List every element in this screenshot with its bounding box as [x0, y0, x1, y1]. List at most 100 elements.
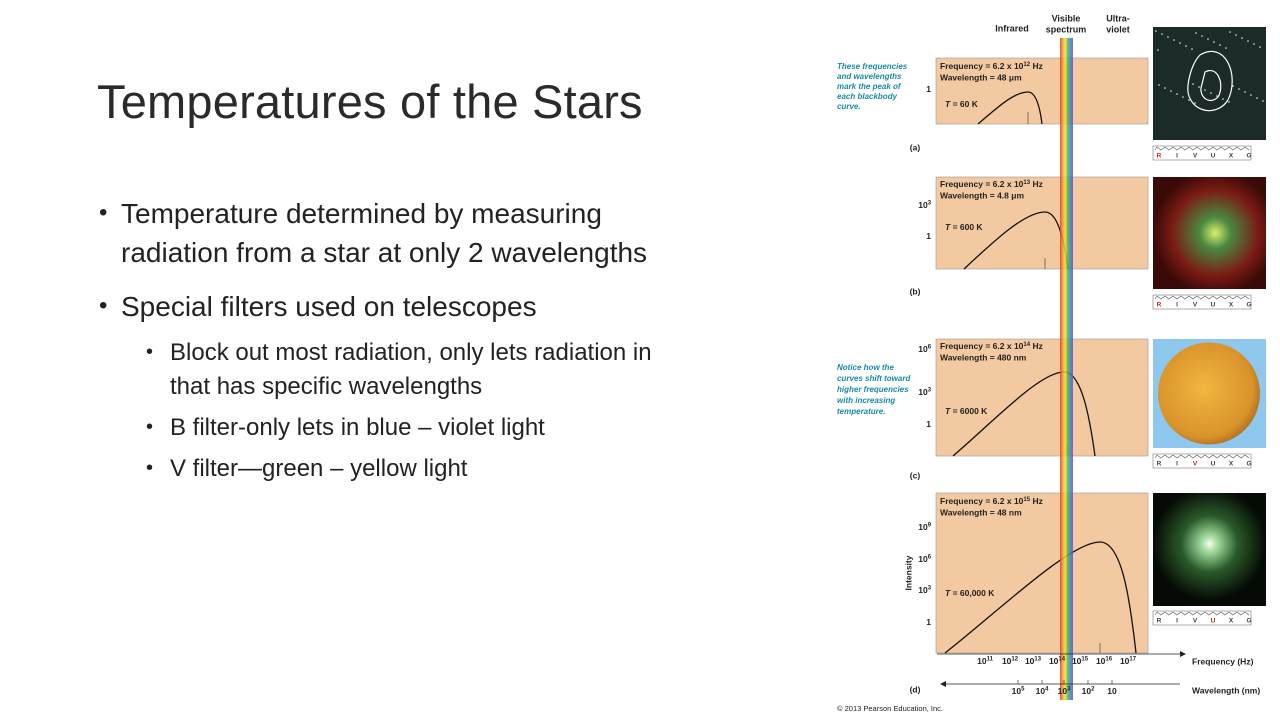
y-tick-label: 109 — [918, 522, 931, 532]
sun-disk — [1158, 342, 1260, 445]
sub-bullet-line: V filter—green – yellow light — [170, 455, 468, 482]
filter-letter: I — [1176, 153, 1178, 160]
wavelength-tick-label: 10 — [1107, 686, 1117, 696]
sub-bullet-line: Block out most radiation, only lets radi… — [170, 339, 652, 366]
filter-strip — [1152, 145, 1252, 161]
frequency-tick-label: 1017 — [1120, 656, 1137, 666]
star — [1244, 91, 1246, 93]
star — [1256, 97, 1258, 99]
frequency-exp: 13 — [1023, 180, 1030, 186]
frequency-tick-label: 1013 — [1025, 656, 1042, 666]
frequency-text: Frequency = 6.2 x 1013 Hz — [940, 179, 1043, 189]
filter-letter: V — [1193, 461, 1198, 468]
y-tick-label-exp: 3 — [928, 200, 932, 206]
wavelength-text: Wavelength = 48 nm — [940, 507, 1022, 517]
temperature-text: T = 6000 K — [945, 406, 988, 416]
filter-letter: X — [1229, 153, 1234, 160]
temperature-value: = 600 K — [950, 222, 983, 232]
filter-letter: V — [1193, 302, 1198, 309]
frequency-prefix: Frequency = 6.2 x 10 — [940, 61, 1024, 71]
temperature-text: T = 60 K — [945, 99, 979, 109]
y-tick-label-exp: 9 — [928, 522, 932, 528]
frequency-text: Frequency = 6.2 x 1015 Hz — [940, 496, 1043, 506]
frequency-unit: Hz — [1030, 496, 1043, 506]
star — [1225, 47, 1227, 49]
bullet-line: Special filters used on telescopes — [121, 291, 537, 322]
note-text: and wavelengths — [837, 72, 902, 81]
y-tick-label: 1 — [926, 84, 931, 94]
filter-letter: U — [1211, 461, 1216, 468]
frequency-tick-label: 1016 — [1096, 656, 1113, 666]
panel-label: (a) — [910, 142, 921, 152]
visible-label: Visible — [1052, 13, 1081, 23]
y-tick-label-base: 10 — [918, 585, 928, 595]
axis-arrow — [1180, 651, 1186, 657]
sub-bullet-line: that has specific wavelengths — [170, 373, 483, 400]
frequency-prefix: Frequency = 6.2 x 10 — [940, 341, 1024, 351]
filter-strip — [1152, 610, 1252, 626]
temperature-value: = 60 K — [950, 99, 979, 109]
panel-label: (d) — [910, 684, 921, 694]
star — [1164, 87, 1166, 89]
wavelength-tick-label-base: 10 — [1036, 686, 1046, 696]
temperature-symbol: T — [945, 222, 951, 232]
star — [1241, 37, 1243, 39]
wavelength-tick-label-exp: 2 — [1091, 686, 1095, 692]
y-tick-label: 1 — [926, 617, 931, 627]
frequency-tick-label-exp: 16 — [1105, 656, 1112, 662]
frequency-text: Frequency = 6.2 x 1012 Hz — [940, 61, 1043, 71]
star — [1235, 34, 1237, 36]
y-tick-label: 106 — [918, 344, 931, 354]
y-tick-label: 103 — [918, 200, 931, 210]
frequency-tick-label-base: 10 — [1025, 656, 1035, 666]
star — [1188, 99, 1190, 101]
visible-band — [1060, 38, 1073, 700]
sub-bullet-line: B filter-only lets in blue – violet ligh… — [170, 414, 545, 441]
filter-letter: G — [1246, 618, 1251, 625]
contour — [1200, 69, 1222, 101]
star — [1161, 33, 1163, 35]
frequency-tick-label-base: 10 — [1120, 656, 1130, 666]
note-text: mark the peak of — [837, 82, 902, 91]
temperature-value: = 6000 K — [950, 406, 988, 416]
frequency-exp: 15 — [1023, 497, 1030, 503]
frequency-tick-label-exp: 13 — [1034, 656, 1041, 662]
frequency-tick-label: 1012 — [1002, 656, 1019, 666]
sub-bullet-dot: • — [146, 341, 154, 363]
frequency-tick-label-exp: 14 — [1058, 656, 1065, 662]
wavelength-tick-label: 102 — [1082, 686, 1095, 696]
star — [1167, 36, 1169, 38]
star — [1204, 89, 1206, 91]
star — [1157, 49, 1159, 51]
filter-strip — [1152, 294, 1252, 310]
y-tick-label-base: 1 — [926, 617, 931, 627]
frequency-tick-label-exp: 11 — [987, 656, 994, 662]
filter-letter: I — [1176, 618, 1178, 625]
star — [1262, 100, 1264, 102]
panel-label: (c) — [910, 470, 921, 480]
frequency-prefix: Frequency = 6.2 x 10 — [940, 496, 1024, 506]
star — [1182, 96, 1184, 98]
frequency-tick-label-base: 10 — [1096, 656, 1106, 666]
note-text: curve. — [837, 102, 861, 111]
panel-label: (b) — [910, 286, 921, 296]
wavelength-tick-label-base: 10 — [1012, 686, 1022, 696]
filter-letter: U — [1211, 302, 1216, 309]
wavelength-tick-label-exp: 5 — [1021, 686, 1025, 692]
plot-box — [935, 57, 1149, 125]
temperature-symbol: T — [945, 588, 951, 598]
filter-letter: X — [1229, 618, 1234, 625]
bullet-line: Temperature determined by measuring — [121, 198, 602, 229]
y-tick-label-base: 1 — [926, 84, 931, 94]
star — [1222, 98, 1224, 100]
filter-letter: U — [1211, 153, 1216, 160]
y-tick-label: 103 — [918, 585, 931, 595]
star — [1229, 31, 1231, 33]
star — [1210, 92, 1212, 94]
frequency-tick-label-base: 10 — [977, 656, 987, 666]
note-text: temperature. — [837, 407, 885, 416]
star — [1216, 95, 1218, 97]
wavelength-tick-label-exp: 4 — [1045, 686, 1049, 692]
star — [1213, 41, 1215, 43]
